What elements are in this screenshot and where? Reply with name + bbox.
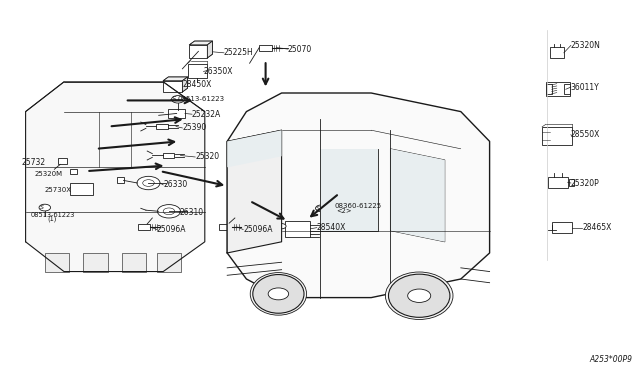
Text: 25732: 25732: [22, 158, 46, 167]
Bar: [163, 81, 182, 92]
Bar: [219, 224, 232, 230]
Polygon shape: [189, 41, 212, 45]
Polygon shape: [227, 93, 490, 298]
Circle shape: [143, 180, 154, 186]
Text: 25096A: 25096A: [243, 225, 273, 234]
Bar: [157, 253, 181, 272]
Bar: [70, 169, 77, 174]
Polygon shape: [390, 149, 445, 242]
Text: 25232A: 25232A: [192, 110, 221, 119]
Text: 25320: 25320: [195, 153, 220, 161]
Text: 08513-61223: 08513-61223: [30, 212, 75, 218]
Polygon shape: [320, 149, 378, 231]
Bar: [188, 64, 207, 78]
Text: 25096A: 25096A: [157, 225, 186, 234]
Bar: [83, 253, 108, 272]
Bar: [58, 158, 67, 164]
Text: 28465X: 28465X: [582, 223, 612, 232]
Text: 26350X: 26350X: [204, 67, 233, 76]
Text: 26330: 26330: [163, 180, 188, 189]
Text: 25225H: 25225H: [224, 48, 253, 57]
Text: A253*00P9: A253*00P9: [589, 355, 632, 364]
Bar: [285, 221, 310, 237]
Text: <2>: <2>: [336, 208, 351, 214]
Text: 08360-61225: 08360-61225: [334, 203, 381, 209]
Text: 28450X: 28450X: [182, 80, 212, 89]
Circle shape: [39, 204, 51, 211]
Ellipse shape: [250, 273, 307, 315]
Ellipse shape: [388, 274, 450, 317]
Bar: [163, 153, 174, 158]
Text: 25730X: 25730X: [45, 187, 72, 193]
Text: 25320P: 25320P: [571, 179, 600, 187]
Bar: [45, 253, 69, 272]
Circle shape: [277, 224, 286, 229]
Polygon shape: [163, 77, 188, 81]
Circle shape: [137, 176, 160, 190]
Text: 25320M: 25320M: [35, 171, 63, 177]
Bar: [168, 109, 185, 118]
Polygon shape: [182, 77, 188, 92]
Bar: [546, 82, 570, 96]
Bar: [259, 45, 272, 51]
Bar: [546, 84, 552, 94]
Bar: [552, 222, 572, 233]
Bar: [542, 127, 572, 145]
Text: 08513-61223: 08513-61223: [178, 96, 225, 102]
Text: 26310: 26310: [179, 208, 204, 217]
Circle shape: [268, 288, 289, 300]
Text: S: S: [172, 96, 177, 102]
Text: 25070: 25070: [288, 45, 312, 54]
Bar: [564, 84, 570, 94]
Text: (1): (1): [48, 215, 57, 222]
Circle shape: [172, 96, 184, 103]
Polygon shape: [227, 130, 282, 167]
Bar: [189, 45, 207, 58]
Text: 28540X: 28540X: [317, 223, 346, 232]
Circle shape: [163, 208, 175, 215]
Polygon shape: [207, 41, 212, 58]
Ellipse shape: [253, 275, 304, 313]
Text: S: S: [316, 206, 320, 211]
Text: 36011Y: 36011Y: [571, 83, 600, 92]
Text: 25390: 25390: [182, 124, 207, 132]
Text: S: S: [40, 205, 44, 210]
Circle shape: [408, 289, 431, 302]
Circle shape: [157, 205, 180, 218]
Polygon shape: [227, 130, 282, 253]
Text: 28550X: 28550X: [571, 130, 600, 139]
Circle shape: [316, 205, 327, 212]
Bar: [70, 183, 93, 195]
Text: 25320N: 25320N: [571, 41, 601, 50]
Bar: [122, 253, 146, 272]
Ellipse shape: [385, 272, 453, 320]
Bar: [548, 177, 568, 188]
Bar: [117, 177, 124, 183]
Polygon shape: [26, 82, 205, 272]
Bar: [138, 224, 150, 230]
Bar: [569, 179, 574, 186]
Bar: [550, 47, 564, 58]
Bar: [156, 124, 168, 129]
